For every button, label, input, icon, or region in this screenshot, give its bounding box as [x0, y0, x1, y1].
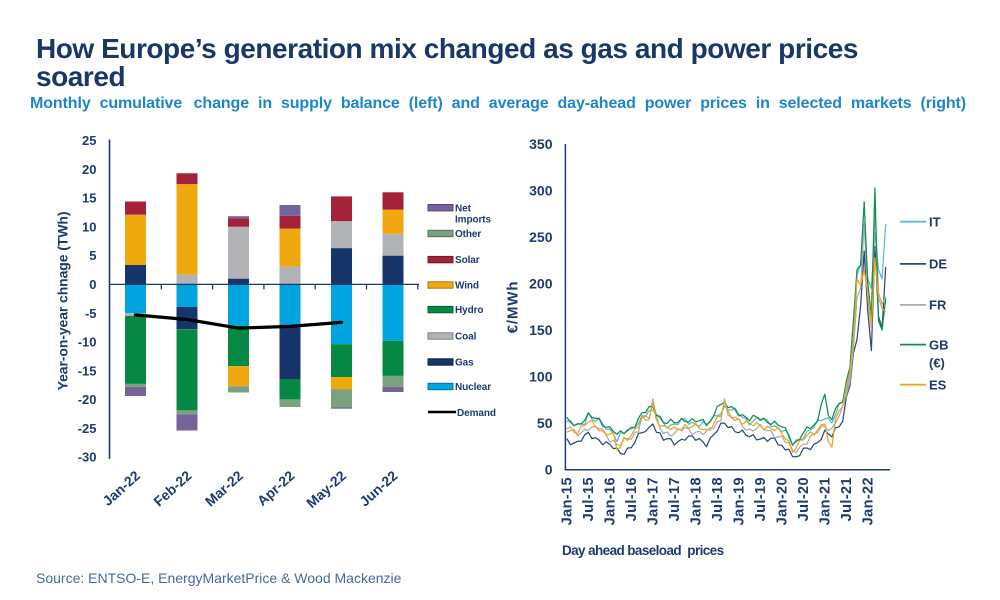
svg-text:Jul-18: Jul-18 — [710, 477, 726, 521]
svg-text:DE: DE — [929, 257, 947, 272]
svg-text:Jan-22: Jan-22 — [99, 467, 143, 509]
svg-text:0: 0 — [89, 277, 96, 292]
svg-text:Jan-21: Jan-21 — [817, 477, 833, 525]
svg-text:15: 15 — [82, 191, 96, 206]
svg-text:5: 5 — [89, 248, 96, 263]
svg-text:Imports: Imports — [455, 215, 492, 226]
svg-text:Gas: Gas — [455, 358, 474, 369]
svg-text:20: 20 — [82, 162, 96, 177]
svg-text:300: 300 — [529, 183, 553, 199]
svg-text:25: 25 — [82, 133, 96, 148]
svg-text:IT: IT — [929, 215, 941, 230]
svg-text:Jul-15: Jul-15 — [581, 477, 597, 521]
svg-text:May-22: May-22 — [303, 467, 349, 511]
svg-text:Jan-19: Jan-19 — [731, 477, 747, 525]
svg-text:-10: -10 — [78, 335, 97, 350]
svg-text:Other: Other — [455, 229, 481, 240]
svg-text:€/MWh: €/MWh — [505, 281, 522, 334]
svg-text:Jan-17: Jan-17 — [645, 477, 661, 525]
svg-text:Jan-16: Jan-16 — [602, 477, 618, 525]
svg-text:-15: -15 — [78, 363, 97, 378]
svg-text:(€): (€) — [929, 355, 945, 370]
svg-text:FR: FR — [929, 298, 947, 313]
svg-text:GB: GB — [929, 337, 949, 352]
svg-text:Jul-21: Jul-21 — [839, 477, 855, 521]
svg-text:100: 100 — [529, 369, 553, 385]
svg-text:-25: -25 — [78, 421, 97, 436]
svg-text:150: 150 — [529, 322, 553, 338]
svg-text:Coal: Coal — [455, 332, 477, 343]
svg-text:10: 10 — [82, 220, 96, 235]
svg-text:250: 250 — [529, 229, 553, 245]
svg-text:Feb-22: Feb-22 — [150, 467, 194, 509]
svg-text:Jul-19: Jul-19 — [753, 477, 769, 521]
svg-text:Apr-22: Apr-22 — [254, 467, 298, 509]
svg-text:Nuclear: Nuclear — [455, 382, 491, 393]
svg-text:Jul-20: Jul-20 — [796, 477, 812, 521]
svg-text:-30: -30 — [78, 450, 97, 465]
svg-text:Jan-18: Jan-18 — [688, 477, 704, 525]
svg-text:0: 0 — [545, 462, 553, 478]
svg-text:Jul-17: Jul-17 — [667, 477, 683, 521]
svg-text:Net: Net — [455, 203, 472, 214]
svg-text:Hydro: Hydro — [455, 305, 483, 316]
svg-text:Demand: Demand — [457, 408, 496, 419]
svg-text:200: 200 — [529, 276, 553, 292]
svg-text:Jun-22: Jun-22 — [356, 467, 400, 509]
svg-text:Year-on-year chnage (TWh): Year-on-year chnage (TWh) — [55, 212, 71, 391]
svg-text:-20: -20 — [78, 392, 97, 407]
svg-text:Wind: Wind — [455, 281, 479, 292]
svg-text:Jul-16: Jul-16 — [624, 477, 640, 521]
svg-text:-5: -5 — [85, 306, 97, 321]
svg-text:350: 350 — [529, 136, 553, 152]
svg-text:Solar: Solar — [455, 255, 480, 266]
svg-text:Jan-15: Jan-15 — [559, 477, 575, 525]
svg-text:Jan-20: Jan-20 — [774, 477, 790, 525]
svg-text:50: 50 — [537, 415, 553, 431]
svg-text:Mar-22: Mar-22 — [202, 467, 246, 509]
svg-text:ES: ES — [929, 378, 947, 393]
svg-text:Jan-22: Jan-22 — [860, 477, 876, 525]
